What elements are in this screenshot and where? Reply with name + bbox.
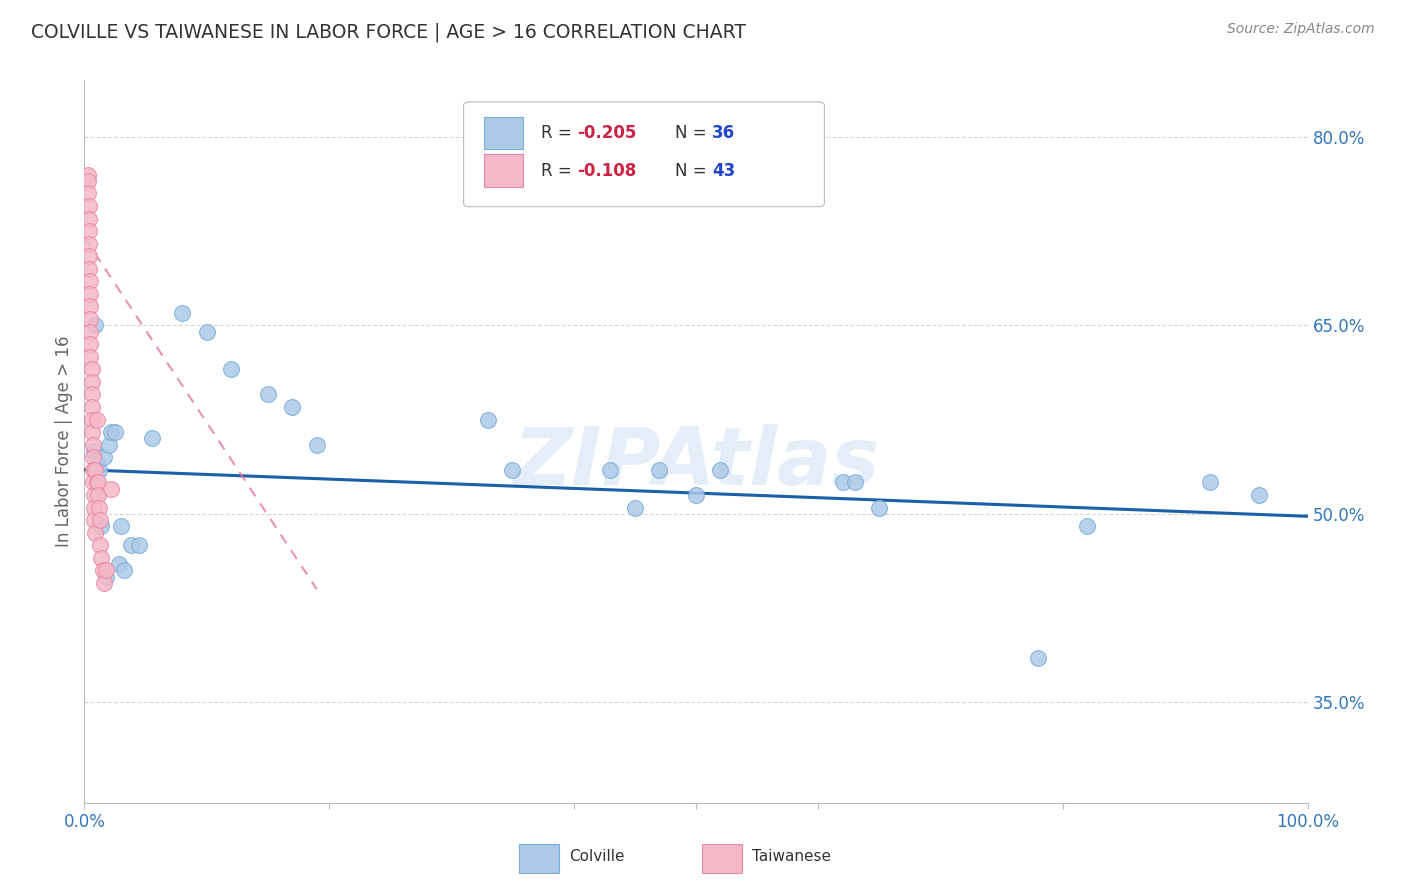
Point — [87, 500, 110, 515]
Point — [844, 475, 866, 490]
Point — [107, 557, 129, 571]
Point — [83, 488, 105, 502]
Point — [110, 519, 132, 533]
Point — [128, 538, 150, 552]
Text: R =: R = — [541, 124, 576, 142]
Text: Colville: Colville — [569, 849, 624, 864]
Point — [219, 362, 242, 376]
FancyBboxPatch shape — [484, 117, 523, 149]
Point — [84, 525, 107, 540]
Point — [84, 463, 107, 477]
Point — [97, 438, 120, 452]
Point — [624, 500, 647, 515]
Point — [195, 325, 218, 339]
Point — [77, 186, 100, 201]
Point — [87, 475, 110, 490]
Point — [82, 463, 104, 477]
Point — [831, 475, 853, 490]
Point — [79, 286, 101, 301]
Point — [257, 387, 280, 401]
Point — [120, 538, 142, 552]
Text: COLVILLE VS TAIWANESE IN LABOR FORCE | AGE > 16 CORRELATION CHART: COLVILLE VS TAIWANESE IN LABOR FORCE | A… — [31, 22, 747, 42]
Point — [79, 350, 101, 364]
Point — [96, 569, 118, 583]
Point — [77, 249, 100, 263]
Point — [91, 563, 114, 577]
Text: N =: N = — [675, 124, 711, 142]
Point — [82, 438, 104, 452]
Point — [77, 174, 100, 188]
Point — [96, 563, 118, 577]
Point — [82, 450, 104, 465]
Text: N =: N = — [675, 161, 711, 179]
Point — [86, 475, 108, 490]
Point — [79, 274, 101, 288]
Point — [77, 261, 100, 276]
Text: Taiwanese: Taiwanese — [752, 849, 831, 864]
Point — [87, 488, 110, 502]
Text: Source: ZipAtlas.com: Source: ZipAtlas.com — [1227, 22, 1375, 37]
Text: ZIPAtlas: ZIPAtlas — [513, 425, 879, 502]
FancyBboxPatch shape — [519, 844, 560, 873]
Point — [281, 400, 304, 414]
Point — [83, 513, 105, 527]
Point — [86, 457, 108, 471]
Point — [80, 375, 103, 389]
Point — [100, 425, 122, 439]
Point — [90, 550, 112, 565]
Point — [80, 412, 103, 426]
Point — [83, 444, 105, 458]
FancyBboxPatch shape — [702, 844, 742, 873]
Point — [599, 463, 621, 477]
Point — [84, 318, 107, 333]
Point — [80, 425, 103, 439]
Point — [93, 575, 115, 590]
Point — [79, 325, 101, 339]
Y-axis label: In Labor Force | Age > 16: In Labor Force | Age > 16 — [55, 335, 73, 548]
Point — [77, 199, 100, 213]
Text: -0.108: -0.108 — [578, 161, 637, 179]
Point — [685, 488, 707, 502]
Text: 43: 43 — [711, 161, 735, 179]
Point — [112, 563, 135, 577]
Point — [172, 306, 194, 320]
FancyBboxPatch shape — [484, 154, 523, 186]
Point — [77, 224, 100, 238]
Point — [86, 412, 108, 426]
Point — [77, 211, 100, 226]
Point — [1198, 475, 1220, 490]
Point — [305, 438, 328, 452]
Point — [82, 475, 104, 490]
Point — [1076, 519, 1098, 533]
Point — [87, 463, 110, 477]
Point — [79, 300, 101, 314]
Point — [709, 463, 731, 477]
Point — [80, 400, 103, 414]
Point — [89, 538, 111, 552]
Point — [90, 519, 112, 533]
Point — [89, 513, 111, 527]
Point — [93, 450, 115, 465]
Point — [80, 387, 103, 401]
Text: R =: R = — [541, 161, 576, 179]
Point — [502, 463, 524, 477]
FancyBboxPatch shape — [464, 102, 824, 207]
Point — [80, 362, 103, 376]
Point — [77, 168, 100, 182]
Point — [104, 425, 127, 439]
Text: -0.205: -0.205 — [578, 124, 637, 142]
Point — [83, 500, 105, 515]
Point — [100, 482, 122, 496]
Point — [1028, 651, 1050, 665]
Point — [648, 463, 671, 477]
Point — [869, 500, 891, 515]
Point — [141, 431, 163, 445]
Point — [79, 312, 101, 326]
Point — [1247, 488, 1270, 502]
Point — [77, 236, 100, 251]
Point — [477, 412, 499, 426]
Point — [79, 337, 101, 351]
Text: 36: 36 — [711, 124, 735, 142]
